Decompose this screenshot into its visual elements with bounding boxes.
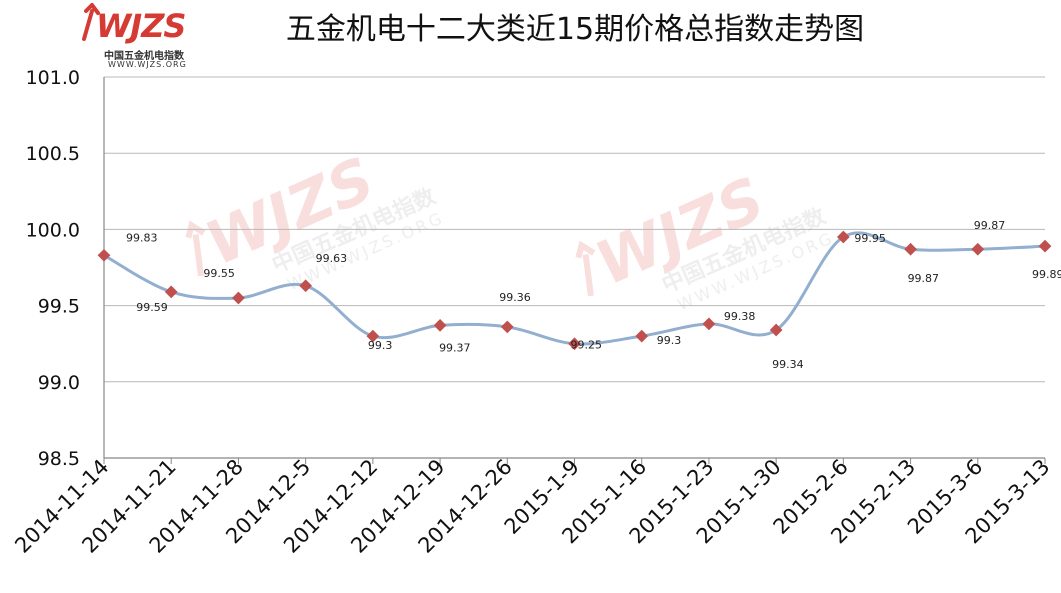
data-point	[500, 320, 514, 334]
y-tick-label: 100.5	[26, 143, 80, 165]
data-label: 99.25	[571, 339, 603, 352]
data-label: 99.37	[439, 341, 471, 354]
logo: WJZS 中国五金机电指数 WWW.WJZS.ORG	[78, 3, 208, 71]
logo-cn-name: 中国五金机电指数	[104, 51, 184, 62]
data-point	[299, 279, 313, 293]
data-label: 99.89	[1032, 268, 1061, 281]
y-tick-label: 101.0	[26, 67, 80, 89]
data-label: 99.95	[854, 232, 886, 245]
data-point	[232, 291, 245, 305]
watermark-arrow-icon	[575, 240, 596, 297]
data-label: 99.63	[316, 252, 348, 265]
y-axis-ticks: 98.5 99.0 99.5 100.0 100.5 101.0	[26, 67, 80, 470]
chart-title: 五金机电十二大类近15期价格总指数走势图	[285, 12, 865, 47]
data-label: 99.3	[657, 334, 682, 347]
x-axis-ticks: 2014-11-142014-11-212014-11-282014-12-52…	[10, 455, 1054, 558]
data-point	[702, 317, 716, 331]
data-label: 99.34	[772, 358, 804, 371]
data-label: 99.83	[126, 231, 158, 244]
data-point	[635, 329, 649, 343]
y-tick-label: 98.5	[38, 448, 80, 470]
data-labels: 99.83 99.59 99.55 99.63 99.3 99.37 99.36 99.25 9…	[126, 219, 1061, 371]
data-point	[164, 285, 178, 299]
data-label: 99.36	[499, 291, 531, 304]
data-label: 99.87	[974, 219, 1006, 232]
data-point	[904, 242, 917, 256]
logo-arrow-icon	[82, 3, 100, 41]
y-tick-label: 100.0	[26, 219, 80, 241]
data-label: 99.55	[203, 267, 235, 280]
data-point	[1038, 239, 1052, 253]
data-label: 99.3	[368, 339, 393, 352]
logo-brand: WJZS	[96, 7, 186, 45]
logo-url: WWW.WJZS.ORG	[108, 60, 187, 69]
y-tick-label: 99.5	[38, 296, 80, 318]
data-label: 99.38	[724, 310, 756, 323]
data-point	[433, 319, 447, 332]
y-tick-label: 99.0	[38, 372, 80, 394]
watermark-arrow-icon	[185, 220, 206, 277]
data-point	[971, 242, 985, 256]
data-label: 99.59	[136, 301, 168, 314]
data-label: 99.87	[908, 272, 940, 285]
data-point	[366, 329, 380, 343]
data-point	[97, 248, 111, 262]
